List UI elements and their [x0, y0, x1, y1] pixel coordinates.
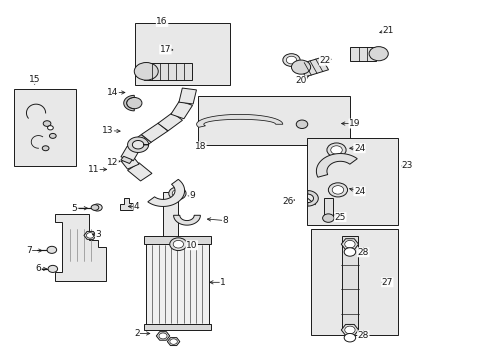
Text: 15: 15 — [29, 75, 41, 84]
Bar — [143, 236, 210, 243]
Circle shape — [47, 246, 57, 253]
Text: 8: 8 — [222, 216, 228, 225]
Text: 1: 1 — [220, 278, 225, 287]
Polygon shape — [349, 47, 376, 61]
Text: 26: 26 — [282, 197, 293, 206]
Text: 22: 22 — [319, 56, 330, 65]
Polygon shape — [55, 213, 105, 280]
Polygon shape — [307, 190, 318, 206]
Polygon shape — [316, 154, 357, 177]
Polygon shape — [141, 123, 167, 142]
Polygon shape — [128, 135, 151, 152]
Polygon shape — [84, 231, 96, 239]
Polygon shape — [171, 101, 192, 119]
Text: 16: 16 — [156, 17, 167, 26]
Text: 28: 28 — [357, 331, 368, 340]
Circle shape — [168, 187, 185, 200]
Circle shape — [134, 63, 158, 80]
Polygon shape — [324, 198, 332, 217]
Polygon shape — [121, 146, 139, 161]
Text: 25: 25 — [334, 212, 346, 221]
Text: 11: 11 — [88, 165, 99, 174]
Circle shape — [330, 146, 342, 154]
Circle shape — [126, 98, 142, 109]
Text: 24: 24 — [353, 187, 365, 196]
Polygon shape — [173, 215, 200, 225]
Polygon shape — [127, 137, 148, 153]
Circle shape — [86, 233, 94, 238]
Circle shape — [169, 339, 177, 344]
Circle shape — [327, 183, 347, 197]
Text: 14: 14 — [107, 88, 118, 97]
Text: 7: 7 — [26, 246, 32, 255]
Circle shape — [92, 204, 102, 211]
Polygon shape — [179, 88, 196, 104]
Polygon shape — [341, 237, 358, 330]
Circle shape — [296, 120, 307, 129]
Circle shape — [344, 248, 355, 256]
Bar — [143, 324, 210, 330]
Text: 28: 28 — [357, 248, 368, 257]
Polygon shape — [341, 239, 358, 250]
Circle shape — [326, 143, 346, 157]
Circle shape — [49, 134, 56, 138]
Text: 23: 23 — [401, 161, 412, 170]
Polygon shape — [121, 156, 139, 169]
Circle shape — [344, 240, 354, 248]
Polygon shape — [123, 95, 134, 111]
Polygon shape — [120, 198, 133, 210]
Polygon shape — [127, 163, 152, 181]
Polygon shape — [156, 332, 169, 340]
Polygon shape — [298, 57, 328, 77]
Circle shape — [169, 238, 186, 251]
Bar — [310, 229, 397, 335]
Bar — [197, 96, 349, 145]
Text: 10: 10 — [185, 241, 197, 250]
Text: 2: 2 — [134, 329, 139, 338]
Bar — [135, 23, 230, 85]
Text: 17: 17 — [160, 45, 171, 54]
Circle shape — [285, 56, 296, 64]
Circle shape — [42, 146, 49, 151]
Text: 13: 13 — [102, 126, 113, 135]
Text: 18: 18 — [194, 142, 206, 151]
Text: 19: 19 — [348, 119, 360, 128]
Text: 24: 24 — [353, 144, 365, 153]
Bar — [306, 138, 397, 225]
Circle shape — [159, 333, 167, 339]
Text: 27: 27 — [381, 278, 392, 287]
Text: 3: 3 — [95, 230, 101, 239]
Polygon shape — [147, 179, 184, 206]
Bar — [15, 89, 76, 166]
Text: 12: 12 — [107, 158, 118, 167]
Bar — [146, 243, 208, 325]
Circle shape — [173, 240, 183, 248]
Circle shape — [344, 333, 355, 342]
Polygon shape — [121, 156, 132, 163]
Circle shape — [172, 190, 182, 197]
Circle shape — [47, 126, 53, 130]
Text: 20: 20 — [295, 76, 306, 85]
Circle shape — [368, 47, 387, 61]
Circle shape — [322, 214, 333, 222]
Circle shape — [91, 205, 99, 210]
Text: 6: 6 — [36, 264, 41, 273]
Text: 4: 4 — [134, 202, 139, 211]
Circle shape — [282, 54, 300, 66]
Polygon shape — [167, 338, 180, 346]
Polygon shape — [143, 63, 191, 80]
Text: 5: 5 — [71, 204, 77, 213]
Circle shape — [291, 60, 310, 74]
Circle shape — [344, 326, 354, 334]
Polygon shape — [162, 192, 178, 243]
Polygon shape — [341, 324, 358, 336]
Text: 21: 21 — [382, 26, 393, 35]
Circle shape — [48, 265, 58, 273]
Polygon shape — [196, 114, 282, 127]
Text: 9: 9 — [188, 192, 194, 201]
Polygon shape — [158, 113, 182, 131]
Circle shape — [331, 186, 343, 194]
Circle shape — [43, 121, 51, 126]
